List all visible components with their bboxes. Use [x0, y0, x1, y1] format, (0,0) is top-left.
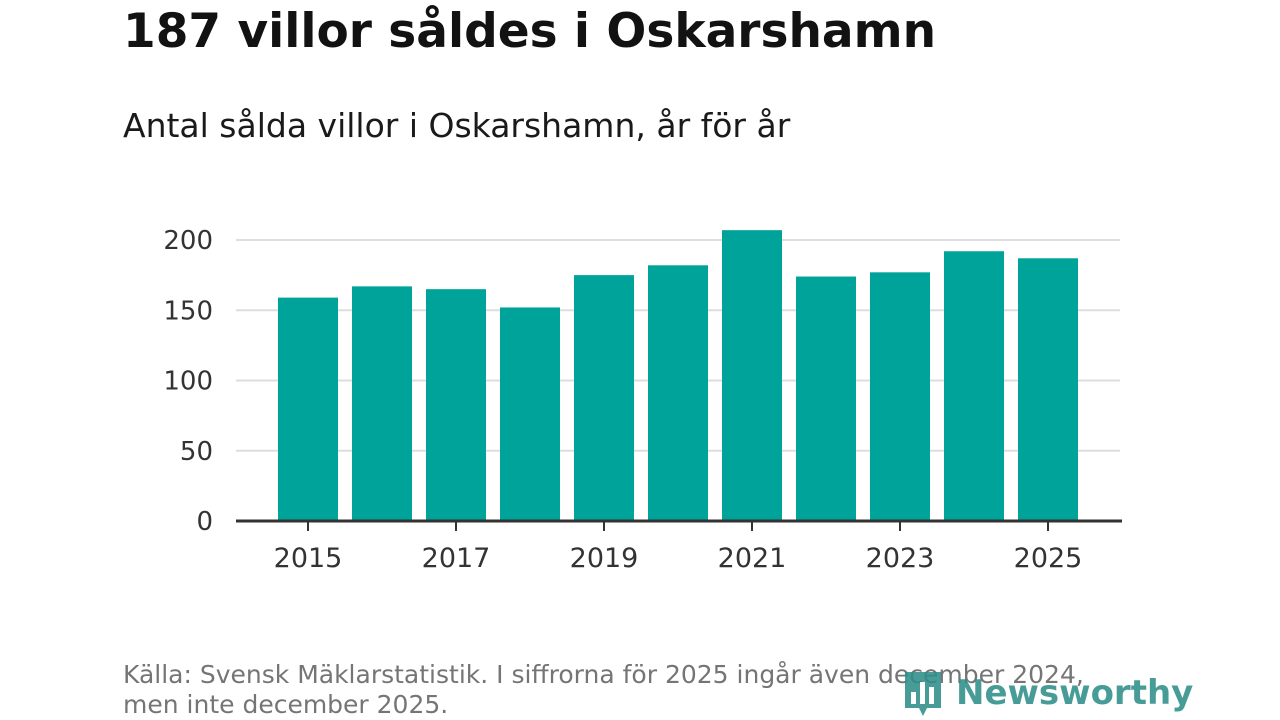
- x-tick-label: 2023: [866, 543, 935, 574]
- bar-2015: [278, 297, 338, 521]
- x-tick-label: 2021: [718, 543, 787, 574]
- logo-text: Newsworthy: [956, 673, 1194, 713]
- y-tick-label: 200: [163, 226, 213, 256]
- bar-2019: [574, 275, 634, 521]
- bar-chart-icon: [905, 672, 941, 716]
- bar-chart: 0 50 100 150 200 2015 2017 2019 2021 2023 2025: [163, 226, 1122, 574]
- bar-2022: [796, 276, 856, 521]
- y-tick-label: 50: [180, 437, 213, 467]
- bar-2023: [870, 272, 930, 521]
- y-tick-label: 0: [196, 507, 213, 537]
- bar-2017: [426, 289, 486, 521]
- x-tick-label: 2019: [570, 543, 639, 574]
- bar-2025: [1018, 258, 1078, 521]
- bar-2018: [500, 307, 560, 521]
- chart-title: 187 villor såldes i Oskarshamn: [123, 4, 937, 59]
- chart-subtitle: Antal sålda villor i Oskarshamn, år för …: [123, 106, 791, 145]
- bar-2020: [648, 265, 708, 521]
- x-tick-label: 2015: [274, 543, 343, 574]
- newsworthy-logo: Newsworthy: [902, 668, 1193, 718]
- bar-2021: [722, 230, 782, 522]
- bar-2016: [352, 286, 412, 521]
- y-tick-label: 150: [163, 296, 213, 326]
- y-tick-label: 100: [163, 367, 213, 397]
- x-tick-label: 2017: [422, 543, 491, 574]
- x-tick-label: 2025: [1014, 543, 1083, 574]
- bar-2024: [944, 251, 1004, 522]
